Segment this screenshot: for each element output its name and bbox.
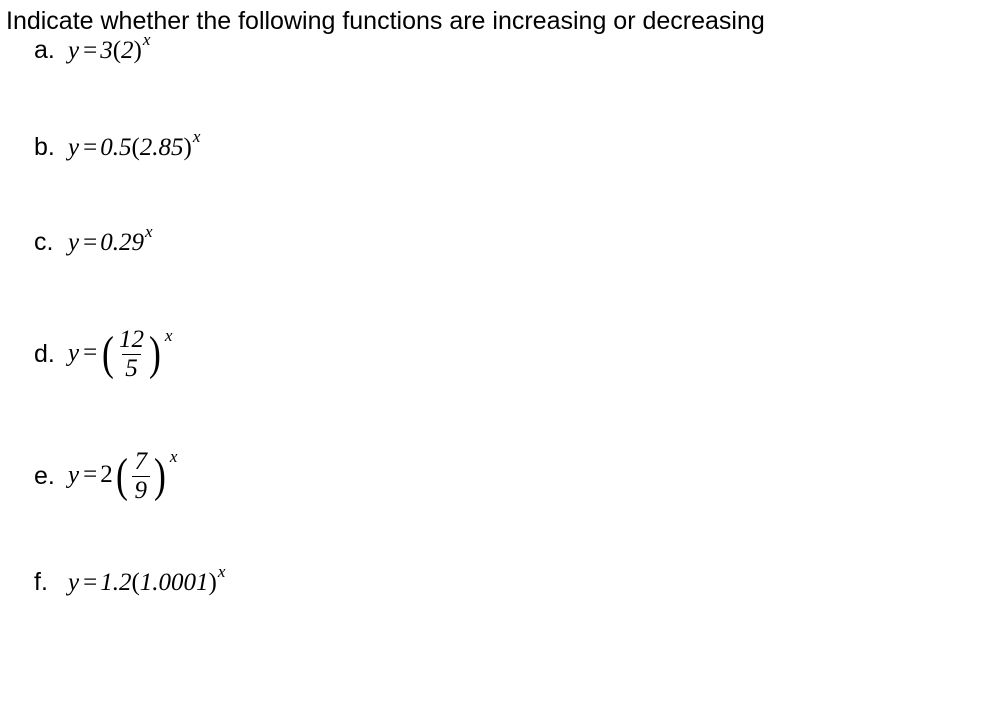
item-a: a. y=3(2)x [34, 38, 986, 63]
equation-a: y=3(2)x [68, 38, 150, 63]
exponent: x [170, 447, 178, 466]
item-label: a. [34, 38, 68, 63]
numerator: 12 [118, 327, 145, 354]
equals: = [79, 229, 100, 256]
coef: 3 [100, 37, 113, 64]
rparen-big: ) [154, 453, 166, 501]
equation-f: y=1.2(1.0001)x [68, 570, 225, 595]
item-label: e. [34, 464, 68, 489]
equation-d: y=(125)x [68, 327, 172, 383]
lhs: y [68, 569, 79, 596]
base: 2.85 [140, 134, 184, 161]
equation-c: y=0.29x [68, 230, 153, 255]
equals: = [79, 134, 100, 161]
rparen-big: ) [149, 331, 161, 379]
lhs: y [68, 229, 79, 256]
fraction-group: (79) [114, 449, 168, 505]
fraction: 79 [130, 449, 153, 505]
item-label: c. [34, 230, 68, 255]
coef: 2 [100, 461, 113, 488]
equals: = [79, 37, 100, 64]
lparen: ( [131, 569, 139, 596]
lhs: y [68, 37, 79, 64]
rparen: ) [209, 569, 217, 596]
fraction: 125 [116, 327, 147, 383]
page: Indicate whether the following functions… [0, 0, 986, 595]
items-list: a. y=3(2)x b. y=0.5(2.85)x c. y=0.29x d.… [6, 38, 986, 595]
exponent: x [218, 562, 226, 581]
item-label: f. [34, 570, 68, 595]
lparen: ( [131, 134, 139, 161]
denominator: 9 [132, 476, 151, 504]
base: 1.0001 [140, 569, 209, 596]
equation-e: y=2(79)x [68, 449, 177, 505]
item-e: e. y=2(79)x [34, 449, 986, 505]
equals: = [79, 461, 100, 488]
coef: 1.2 [100, 569, 131, 596]
item-d: d. y=(125)x [34, 327, 986, 383]
lparen-big: ( [116, 453, 128, 501]
equals: = [79, 569, 100, 596]
lparen: ( [113, 37, 121, 64]
denominator: 5 [122, 354, 141, 382]
rparen: ) [184, 134, 192, 161]
heading: Indicate whether the following functions… [6, 6, 986, 36]
equals: = [79, 339, 100, 366]
rparen: ) [134, 37, 142, 64]
coef: 0.5 [100, 134, 131, 161]
lhs: y [68, 134, 79, 161]
coef: 0.29 [100, 229, 144, 256]
exponent: x [145, 222, 153, 241]
item-f: f. y=1.2(1.0001)x [34, 570, 986, 595]
lhs: y [68, 339, 79, 366]
exponent: x [165, 326, 173, 345]
fraction-group: (125) [100, 327, 163, 383]
item-c: c. y=0.29x [34, 230, 986, 255]
item-label: d. [34, 342, 68, 367]
equation-b: y=0.5(2.85)x [68, 135, 200, 160]
item-label: b. [34, 135, 68, 160]
lhs: y [68, 461, 79, 488]
exponent: x [143, 30, 151, 49]
base: 2 [121, 37, 134, 64]
numerator: 7 [134, 449, 149, 476]
lparen-big: ( [102, 331, 114, 379]
exponent: x [193, 127, 201, 146]
item-b: b. y=0.5(2.85)x [34, 135, 986, 160]
